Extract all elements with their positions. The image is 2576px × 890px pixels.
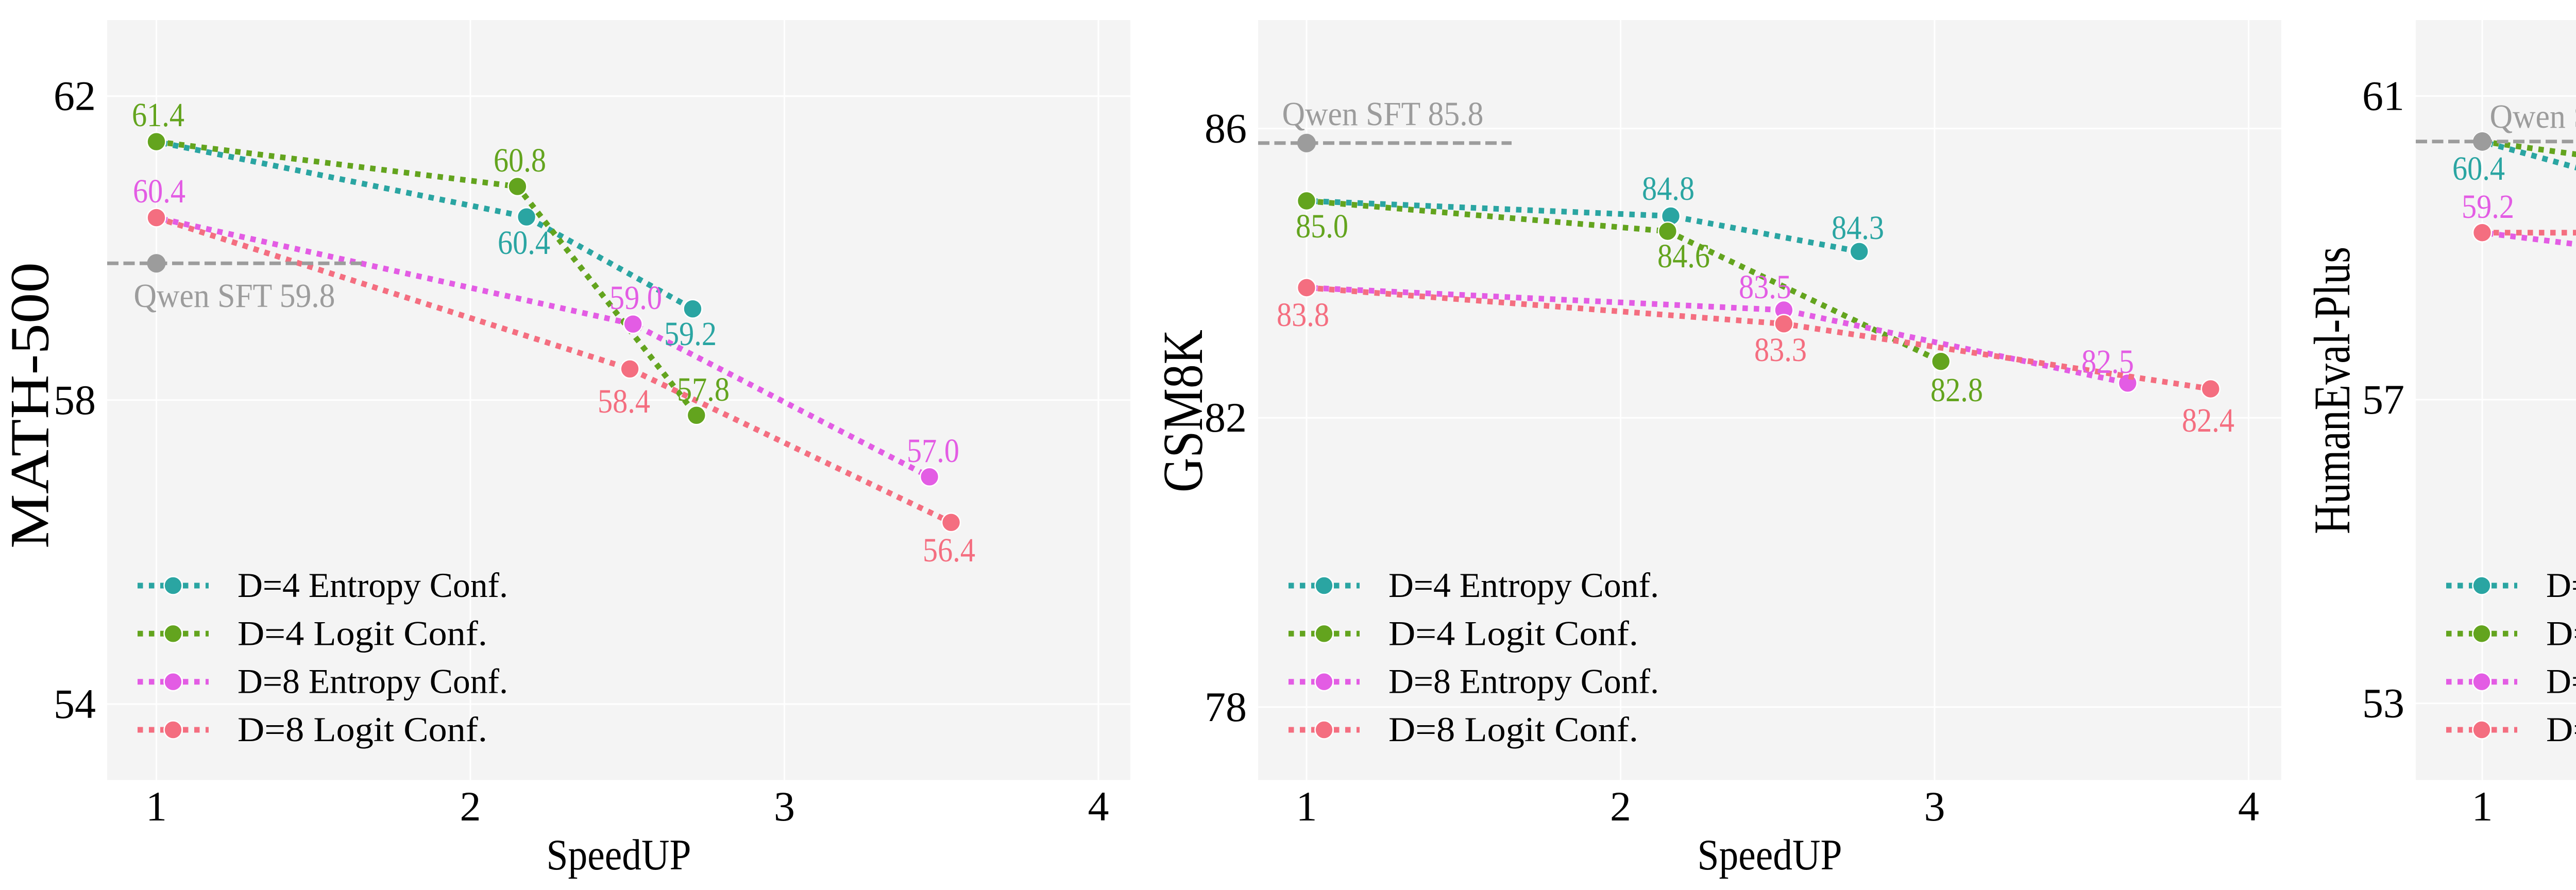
svg-text:83.5: 83.5 [1739,268,1791,306]
svg-text:D=4 Entropy Conf.: D=4 Entropy Conf. [238,566,508,605]
svg-text:60.4: 60.4 [2452,150,2505,187]
svg-text:58: 58 [54,376,96,423]
svg-text:D=4 Logit Conf.: D=4 Logit Conf. [238,613,487,653]
svg-text:Qwen SFT 59.8: Qwen SFT 59.8 [134,277,335,315]
svg-text:85.0: 85.0 [1296,208,1348,245]
svg-text:D=4 Entropy Conf.: D=4 Entropy Conf. [2546,566,2576,605]
svg-text:82: 82 [1205,394,1247,441]
svg-text:57.8: 57.8 [677,371,730,408]
svg-text:78: 78 [1205,683,1247,730]
svg-text:1: 1 [2472,783,2493,830]
svg-text:61.4: 61.4 [132,96,184,134]
svg-text:54: 54 [54,680,96,727]
svg-text:3: 3 [774,783,795,830]
svg-text:D=8 Entropy Conf.: D=8 Entropy Conf. [2546,662,2576,701]
svg-text:82.4: 82.4 [2182,402,2234,439]
svg-text:83.3: 83.3 [1754,331,1807,369]
svg-text:MATH-500: MATH-500 [0,262,61,549]
svg-text:SpeedUP: SpeedUP [547,831,691,879]
svg-text:57.0: 57.0 [907,432,959,470]
svg-text:4: 4 [2238,783,2259,830]
svg-text:D=8 Entropy Conf.: D=8 Entropy Conf. [238,662,508,701]
svg-text:3: 3 [1924,783,1945,830]
svg-text:62: 62 [54,73,96,119]
svg-text:60.8: 60.8 [494,142,546,179]
svg-text:58.4: 58.4 [598,383,650,420]
svg-text:D=8 Logit Conf.: D=8 Logit Conf. [2546,710,2576,749]
svg-text:D=4 Entropy Conf.: D=4 Entropy Conf. [1388,566,1659,605]
svg-text:60.4: 60.4 [133,173,185,210]
svg-text:Qwen SFT 60.4: Qwen SFT 60.4 [2490,98,2576,135]
svg-text:D=4 Logit Conf.: D=4 Logit Conf. [2546,613,2576,653]
svg-text:82.5: 82.5 [2081,343,2134,381]
svg-text:61: 61 [2362,72,2404,119]
svg-text:2: 2 [1610,783,1631,830]
svg-text:D=8 Entropy Conf.: D=8 Entropy Conf. [1388,662,1659,701]
svg-text:D=4 Logit Conf.: D=4 Logit Conf. [1388,613,1638,653]
svg-text:59.0: 59.0 [609,279,662,317]
svg-text:53: 53 [2362,680,2404,727]
svg-text:84.3: 84.3 [1832,209,1884,247]
svg-text:86: 86 [1205,105,1247,152]
svg-text:SpeedUP: SpeedUP [1698,831,1842,879]
svg-text:D=8 Logit Conf.: D=8 Logit Conf. [1388,710,1638,749]
svg-text:82.8: 82.8 [1930,371,1983,409]
svg-text:1: 1 [1296,783,1317,830]
svg-text:1: 1 [146,783,167,830]
svg-text:59.2: 59.2 [2462,188,2514,226]
svg-text:59.2: 59.2 [664,315,717,353]
svg-text:GSM8K: GSM8K [1151,330,1214,492]
svg-text:56.4: 56.4 [923,532,975,569]
svg-text:2: 2 [460,783,481,830]
svg-text:84.8: 84.8 [1642,170,1694,208]
svg-text:84.6: 84.6 [1657,237,1710,275]
svg-text:60.4: 60.4 [498,224,550,262]
svg-text:D=8 Logit Conf.: D=8 Logit Conf. [238,710,487,749]
svg-text:Qwen SFT 85.8: Qwen SFT 85.8 [1282,95,1484,133]
svg-text:HumanEval-Plus: HumanEval-Plus [2303,247,2361,534]
svg-text:57: 57 [2362,376,2404,423]
svg-text:83.8: 83.8 [1277,296,1329,334]
svg-text:4: 4 [1088,783,1109,830]
